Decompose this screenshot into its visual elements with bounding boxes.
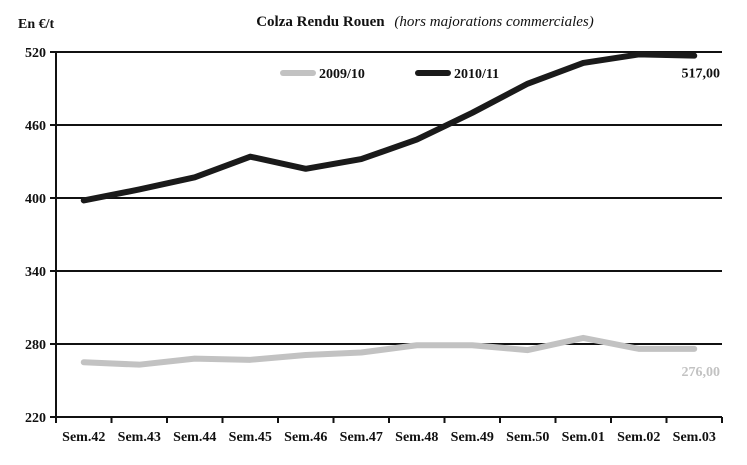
chart-title-group: Colza Rendu Rouen (hors majorations comm… — [256, 14, 594, 30]
x-tick-label: Sem.49 — [451, 430, 494, 445]
data-point — [193, 357, 197, 361]
y-tick-label-220: 220 — [25, 411, 46, 426]
data-point — [248, 155, 252, 159]
data-point — [581, 336, 585, 340]
data-point — [637, 347, 641, 351]
x-tick-label: Sem.46 — [284, 430, 327, 445]
x-tick-label: Sem.44 — [173, 430, 216, 445]
data-point — [526, 82, 530, 86]
series-lines — [80, 51, 698, 368]
data-point — [470, 111, 474, 115]
legend: 2009/10 2010/11 — [280, 67, 499, 82]
x-tick-label: Sem.50 — [506, 430, 549, 445]
chart-subtitle: (hors majorations commerciales) — [394, 14, 593, 30]
data-point — [359, 351, 363, 355]
y-tick-label-280: 280 — [25, 338, 46, 353]
data-point — [692, 54, 696, 58]
data-point — [137, 363, 141, 367]
legend-label-2009-10: 2009/10 — [319, 67, 365, 82]
y-tick-label-520: 520 — [25, 46, 46, 61]
x-tick-label: Sem.01 — [562, 430, 605, 445]
data-point — [415, 343, 419, 347]
x-tick-label: Sem.42 — [62, 430, 105, 445]
x-tick-label: Sem.47 — [340, 430, 383, 445]
chart-title: Colza Rendu Rouen — [256, 14, 385, 30]
data-point — [359, 157, 363, 161]
y-tick-label-460: 460 — [25, 119, 46, 134]
series-line-2009-10 — [80, 334, 698, 368]
data-point — [248, 358, 252, 362]
data-point — [692, 347, 696, 351]
data-point — [526, 348, 530, 352]
x-tick-labels: Sem.42 Sem.43 Sem.44 Sem.45 Sem.46 Sem.47 Sem.… — [62, 430, 716, 445]
data-point — [137, 187, 141, 191]
axes — [55, 52, 723, 423]
x-tick-label: Sem.43 — [118, 430, 161, 445]
y-tick-labels: 220 280 340 400 460 520 — [25, 46, 46, 426]
data-point — [637, 52, 641, 56]
data-point — [581, 61, 585, 65]
y-tick-label-340: 340 — [25, 265, 46, 280]
data-point — [470, 343, 474, 347]
legend-label-2010-11: 2010/11 — [454, 67, 499, 82]
y-axis-unit-label: En €/t — [18, 17, 55, 32]
data-point — [304, 353, 308, 357]
end-labels: 276,00 517,00 — [682, 67, 721, 380]
x-tick-label: Sem.03 — [673, 430, 716, 445]
data-point — [82, 198, 86, 202]
series-line-2010-11 — [80, 51, 698, 204]
data-point — [193, 175, 197, 179]
data-point — [304, 167, 308, 171]
end-label-2009-10: 276,00 — [682, 365, 721, 380]
x-tick-label: Sem.45 — [229, 430, 272, 445]
data-point — [82, 360, 86, 364]
x-tick-label: Sem.02 — [617, 430, 660, 445]
end-label-2010-11: 517,00 — [682, 67, 721, 82]
y-tick-label-400: 400 — [25, 192, 46, 207]
x-tick-label: Sem.48 — [395, 430, 438, 445]
data-point — [415, 138, 419, 142]
